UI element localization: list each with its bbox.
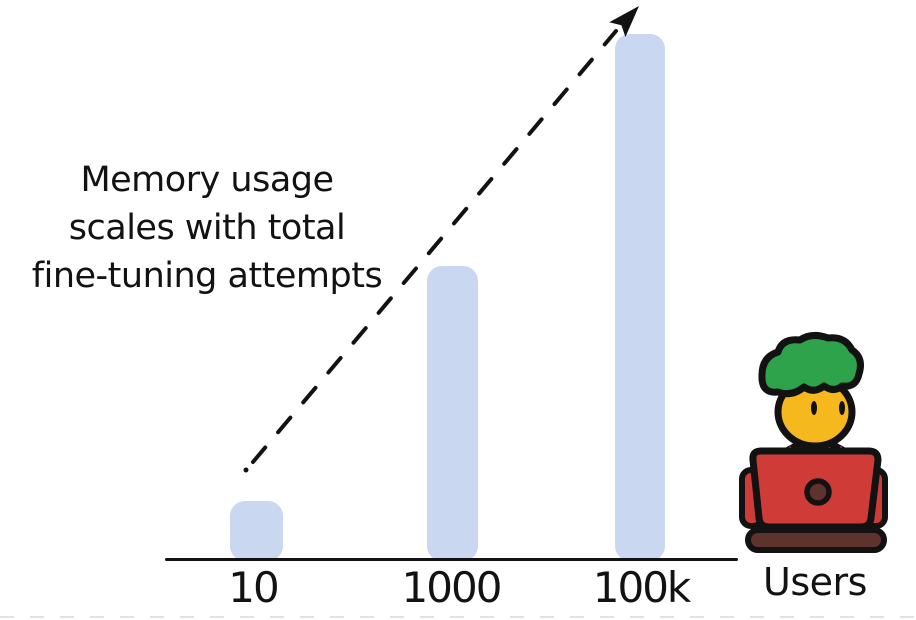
annotation-line-3: fine-tuning attempts [31,256,383,296]
x-axis-line [165,558,738,561]
bar-1000 [427,266,478,561]
annotation-line-1: Memory usage [80,160,334,200]
tick-label-100k: 100k [592,563,691,612]
tick-label-1000: 1000 [401,563,503,612]
person-eye-right [839,401,845,415]
annotation-line-2: scales with total [68,208,346,248]
bar-100k [615,34,665,561]
bottom-edge-artifact [0,616,916,618]
trend-arrow-start-dot [243,467,249,473]
trend-arrowhead-icon [609,6,639,37]
laptop-logo-icon [804,478,832,506]
bar-10 [230,501,283,561]
x-axis-label: Users [763,560,867,604]
tick-label-10: 10 [228,563,279,612]
laptop-base [745,527,887,553]
person-at-laptop-illustration [739,331,888,553]
chart-annotation: Memory usage scales with total fine-tuni… [0,156,414,300]
person-hair-icon [758,331,864,398]
person-eye-left [811,401,817,415]
